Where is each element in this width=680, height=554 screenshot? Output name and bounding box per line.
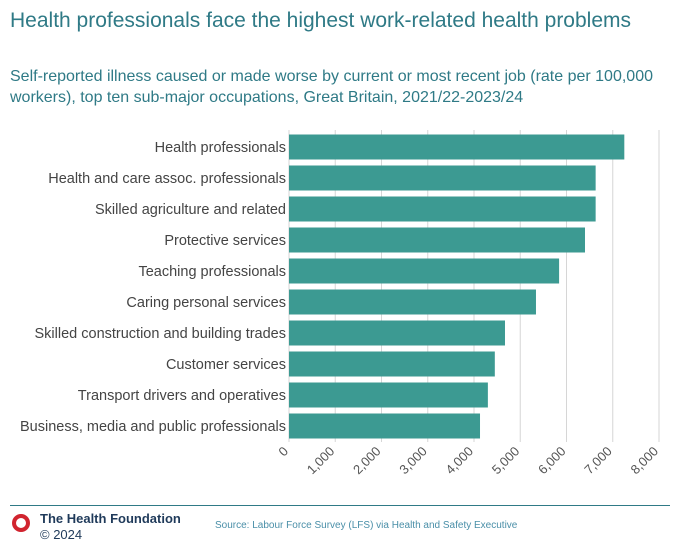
source-note: Source: Labour Force Survey (LFS) via He… bbox=[215, 520, 518, 531]
x-tick-label: 7,000 bbox=[581, 444, 615, 478]
category-label: Business, media and public professionals bbox=[20, 419, 286, 435]
bar bbox=[289, 134, 625, 160]
bar bbox=[289, 351, 495, 377]
bar bbox=[289, 196, 596, 222]
category-label: Skilled construction and building trades bbox=[35, 326, 286, 342]
x-tick-label: 5,000 bbox=[489, 444, 523, 478]
x-tick-label: 2,000 bbox=[350, 444, 384, 478]
category-label: Skilled agriculture and related bbox=[95, 202, 286, 218]
category-label: Protective services bbox=[164, 233, 286, 249]
bar bbox=[289, 227, 585, 253]
footer-divider bbox=[10, 505, 670, 506]
x-tick-label: 1,000 bbox=[304, 444, 338, 478]
health-foundation-logo-icon bbox=[12, 514, 30, 532]
chart-subtitle: Self-reported illness caused or made wor… bbox=[10, 68, 653, 106]
organization-name: The Health Foundation bbox=[40, 511, 181, 526]
category-label: Teaching professionals bbox=[138, 264, 286, 280]
bar bbox=[289, 258, 560, 284]
x-tick-label: 0 bbox=[275, 444, 291, 460]
x-tick-label: 3,000 bbox=[396, 444, 430, 478]
category-label: Transport drivers and operatives bbox=[78, 388, 286, 404]
bar bbox=[289, 382, 488, 408]
x-tick-label: 8,000 bbox=[628, 444, 662, 478]
category-label: Health and care assoc. professionals bbox=[48, 171, 286, 187]
category-label: Customer services bbox=[166, 357, 286, 373]
copyright: © 2024 bbox=[40, 527, 83, 542]
bar bbox=[289, 289, 536, 315]
category-label: Health professionals bbox=[155, 140, 286, 156]
category-label: Caring personal services bbox=[126, 295, 286, 311]
bar bbox=[289, 320, 505, 346]
bar bbox=[289, 165, 596, 191]
x-tick-label: 6,000 bbox=[535, 444, 569, 478]
bar bbox=[289, 413, 481, 439]
bar-chart: Health professionals Health and care asso… bbox=[20, 130, 662, 478]
x-tick-label: 4,000 bbox=[443, 444, 477, 478]
chart-title: Health professionals face the highest wo… bbox=[10, 9, 632, 32]
